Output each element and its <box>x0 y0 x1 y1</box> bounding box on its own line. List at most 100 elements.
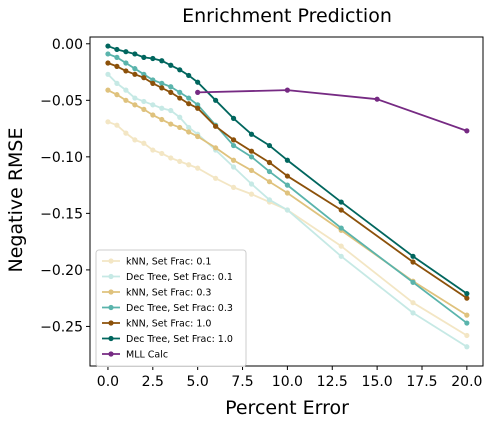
data-point <box>123 97 129 103</box>
data-point <box>105 51 111 57</box>
data-point <box>266 168 273 175</box>
legend-marker <box>108 258 114 264</box>
data-point <box>150 102 156 108</box>
y-tick-label: −0.25 <box>40 319 83 335</box>
data-point <box>266 179 273 185</box>
data-point <box>464 344 470 350</box>
data-point <box>159 58 165 64</box>
data-point <box>132 71 138 77</box>
data-point <box>168 89 174 95</box>
data-point <box>338 199 344 205</box>
legend-entry: kNN, Set Frac: 0.1 <box>102 257 211 268</box>
data-point <box>132 95 138 101</box>
data-point <box>150 112 156 118</box>
data-point <box>141 54 147 60</box>
data-point <box>186 124 192 131</box>
data-point <box>186 129 192 135</box>
plot-area: 0.0 2.5 5.0 7.5 10.0 12.5 15.0 17.5 20.0 0.00 −0.0… <box>40 36 484 390</box>
data-point <box>230 142 237 149</box>
data-point <box>150 55 156 62</box>
data-point <box>284 173 290 179</box>
data-point <box>464 332 470 339</box>
data-point <box>230 184 237 190</box>
data-point <box>248 148 255 154</box>
data-point <box>464 320 470 326</box>
series-line <box>197 89 468 132</box>
y-tick-label: −0.10 <box>40 150 83 166</box>
data-point <box>230 164 237 170</box>
data-point <box>114 54 120 60</box>
data-point <box>168 155 174 161</box>
data-point <box>248 167 255 174</box>
data-point <box>284 190 290 196</box>
x-tick-label: 5.0 <box>187 374 209 390</box>
data-point <box>141 98 147 105</box>
data-point <box>410 259 416 265</box>
data-point <box>114 80 120 86</box>
legend-entry: kNN, Set Frac: 0.3 <box>102 288 211 299</box>
legend-label: Dec Tree, Set Frac: 1.0 <box>126 334 233 345</box>
data-point <box>123 87 129 93</box>
data-point <box>195 105 201 111</box>
data-point <box>168 107 174 114</box>
data-point <box>105 60 111 66</box>
x-tick-label: 10.0 <box>272 374 303 390</box>
chart-title: Enrichment Prediction <box>182 5 392 27</box>
legend-marker <box>108 289 114 295</box>
data-point <box>168 84 174 90</box>
legend-label: kNN, Set Frac: 0.1 <box>126 257 211 268</box>
data-point <box>195 89 201 95</box>
legend-marker <box>108 273 114 280</box>
y-axis-label: Negative RMSE <box>5 128 27 273</box>
data-point <box>186 72 192 79</box>
data-point <box>230 157 237 163</box>
x-tick-label: 7.5 <box>231 374 253 390</box>
data-point <box>177 158 183 164</box>
data-point <box>195 133 201 140</box>
data-point <box>150 80 156 86</box>
data-point <box>266 159 273 166</box>
data-point <box>150 147 156 153</box>
data-point <box>123 49 129 55</box>
data-point <box>410 310 416 316</box>
data-point <box>374 96 380 102</box>
series-6 <box>105 43 470 297</box>
data-point <box>105 71 111 77</box>
data-point <box>284 182 290 188</box>
data-point <box>105 43 111 49</box>
y-tick-label: −0.20 <box>40 263 83 279</box>
legend-marker <box>108 304 114 311</box>
data-point <box>284 87 290 93</box>
data-point <box>168 121 174 127</box>
data-point <box>410 279 416 285</box>
data-point <box>230 137 237 143</box>
data-point <box>114 122 120 128</box>
data-point <box>186 101 192 107</box>
data-point <box>159 80 165 86</box>
y-tick-label: −0.15 <box>40 206 83 222</box>
data-point <box>410 300 416 306</box>
legend-label: kNN, Set Frac: 1.0 <box>126 319 211 330</box>
data-point <box>141 106 147 112</box>
x-tick-label: 20.0 <box>451 374 482 390</box>
data-point <box>177 114 183 120</box>
data-point <box>114 63 120 69</box>
series-7 <box>195 87 470 134</box>
legend-label: Dec Tree, Set Frac: 0.3 <box>126 303 233 314</box>
x-tick-label: 15.0 <box>362 374 393 390</box>
legend-entry: kNN, Set Frac: 1.0 <box>102 319 211 330</box>
y-tick-label: 0.00 <box>52 37 83 53</box>
data-point <box>159 150 165 157</box>
y-tick-label: −0.05 <box>40 93 83 109</box>
legend-box <box>95 249 247 367</box>
data-point <box>123 68 129 74</box>
data-point <box>105 87 111 93</box>
data-point <box>132 102 138 108</box>
data-point <box>141 75 147 81</box>
data-point <box>213 175 219 181</box>
data-point <box>105 119 111 125</box>
legend-marker <box>108 351 114 357</box>
data-point <box>114 92 120 98</box>
plot-frame <box>89 36 484 367</box>
